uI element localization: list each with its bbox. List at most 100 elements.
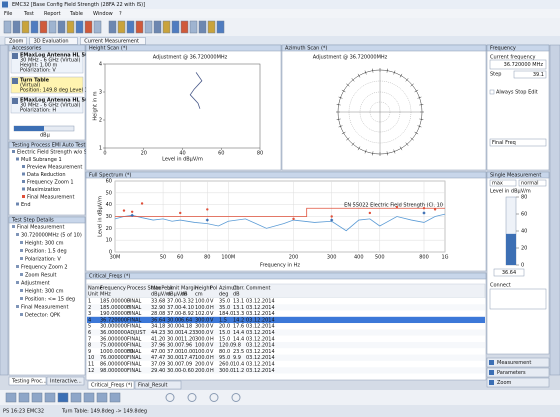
tab-label[interactable]: Zoom bbox=[9, 39, 24, 45]
dropdown-value[interactable]: normal bbox=[521, 181, 539, 187]
checkbox[interactable] bbox=[489, 89, 495, 95]
player-button[interactable] bbox=[70, 392, 82, 403]
tree-item[interactable]: Maximization bbox=[27, 187, 60, 193]
tool-button[interactable] bbox=[216, 20, 225, 34]
tool-button[interactable] bbox=[162, 20, 171, 34]
player-button[interactable] bbox=[96, 392, 108, 403]
tree-item[interactable]: Electric Field Strength w/o Scans t bbox=[17, 150, 102, 156]
tree-item[interactable]: 30.720000MHz (5 of 10) bbox=[21, 233, 82, 239]
menu-item[interactable]: Window bbox=[93, 11, 113, 17]
menu-item[interactable]: Test bbox=[23, 11, 34, 17]
table-row[interactable] bbox=[87, 335, 485, 342]
tree-item[interactable]: Final Measurement bbox=[17, 225, 64, 231]
player-button[interactable] bbox=[5, 392, 17, 403]
tool-button[interactable] bbox=[21, 20, 30, 34]
dropdown-value[interactable]: max bbox=[492, 181, 503, 187]
tab[interactable] bbox=[134, 380, 182, 390]
tree-item[interactable]: Height: 300 cm bbox=[25, 289, 64, 295]
tool-button[interactable] bbox=[153, 20, 162, 34]
tree-item[interactable]: Zoom Result bbox=[25, 273, 56, 279]
nav-button[interactable] bbox=[486, 377, 550, 388]
menu-item[interactable]: Table bbox=[69, 11, 83, 17]
dropdown[interactable] bbox=[489, 179, 517, 187]
tree-item[interactable]: Frequency Zoom 2 bbox=[21, 265, 68, 271]
tool-button[interactable] bbox=[207, 20, 216, 34]
nav-label[interactable]: Parameters bbox=[497, 370, 526, 376]
nav-button[interactable] bbox=[486, 367, 550, 378]
tool-button[interactable] bbox=[93, 20, 102, 34]
menu-item[interactable]: File bbox=[4, 11, 12, 17]
nav-button[interactable] bbox=[486, 357, 550, 368]
tool-button[interactable] bbox=[75, 20, 84, 34]
player-button[interactable] bbox=[57, 392, 69, 403]
tool-button[interactable] bbox=[57, 20, 66, 34]
tree-item[interactable]: End bbox=[21, 202, 31, 208]
tab-label[interactable]: 3D Evaluation bbox=[34, 39, 69, 45]
tool-button[interactable] bbox=[48, 20, 57, 34]
table-row[interactable] bbox=[87, 360, 485, 368]
tree-item[interactable]: Polarization: V bbox=[25, 257, 61, 263]
tab[interactable] bbox=[29, 37, 78, 45]
player-button[interactable] bbox=[109, 392, 121, 403]
tree-item[interactable]: Final Measurement bbox=[21, 305, 68, 311]
tab[interactable] bbox=[46, 376, 85, 386]
tool-button[interactable] bbox=[3, 20, 12, 34]
table-row[interactable] bbox=[87, 342, 485, 349]
tree-item[interactable]: Frequency Zoom 1 bbox=[27, 180, 74, 186]
tab[interactable] bbox=[4, 37, 27, 45]
tab[interactable] bbox=[8, 376, 47, 386]
table-row[interactable] bbox=[87, 304, 485, 311]
tab-label[interactable]: Interactive... bbox=[50, 379, 82, 385]
dropdown[interactable] bbox=[518, 179, 547, 187]
tool-button[interactable] bbox=[39, 20, 48, 34]
tool-button[interactable] bbox=[84, 20, 93, 34]
tool-button[interactable] bbox=[108, 20, 117, 34]
tab-label[interactable]: Final_Result bbox=[138, 383, 168, 389]
player-button[interactable] bbox=[209, 393, 219, 402]
nav-label[interactable]: Zoom bbox=[497, 380, 512, 386]
player-button[interactable] bbox=[31, 392, 43, 403]
tree-item[interactable]: Mull Subrange 1 bbox=[21, 157, 62, 163]
tool-button[interactable] bbox=[30, 20, 39, 34]
table-row[interactable] bbox=[87, 354, 485, 361]
player-button[interactable] bbox=[83, 392, 95, 403]
dropdown-value[interactable]: Final Freq bbox=[492, 140, 516, 146]
dropdown[interactable] bbox=[489, 138, 547, 147]
tab-label[interactable]: Testing Proc... bbox=[11, 379, 47, 385]
player-button[interactable] bbox=[18, 392, 30, 403]
tool-button[interactable] bbox=[135, 20, 144, 34]
tree-item[interactable]: Height: 300 cm bbox=[25, 241, 64, 247]
menu-item[interactable]: Report bbox=[44, 11, 61, 17]
menu-item[interactable]: ? bbox=[119, 11, 122, 17]
tool-button[interactable] bbox=[144, 20, 153, 34]
tool-button[interactable] bbox=[189, 20, 198, 34]
tool-button[interactable] bbox=[180, 20, 189, 34]
tree-item[interactable]: Preview Measurement bbox=[27, 165, 82, 171]
tool-button[interactable] bbox=[171, 20, 180, 34]
tab[interactable] bbox=[80, 37, 146, 45]
tool-button[interactable] bbox=[126, 20, 135, 34]
player-button[interactable] bbox=[165, 393, 175, 402]
player-button[interactable] bbox=[187, 393, 197, 402]
table-row[interactable] bbox=[87, 367, 485, 374]
tool-button[interactable] bbox=[117, 20, 126, 34]
tab-label[interactable]: Current Measurement bbox=[84, 39, 139, 45]
tree-item[interactable]: Data Reduction bbox=[27, 172, 66, 178]
tool-button[interactable] bbox=[12, 20, 21, 34]
field[interactable] bbox=[513, 70, 547, 79]
tool-button[interactable] bbox=[198, 20, 207, 34]
tab[interactable] bbox=[87, 380, 135, 390]
table-row[interactable] bbox=[87, 348, 485, 355]
tree-item[interactable]: Adjustment bbox=[21, 281, 50, 287]
nav-label[interactable]: Measurement bbox=[497, 360, 531, 366]
table-row[interactable] bbox=[87, 310, 485, 317]
tree-item[interactable]: Position: <= 15 deg bbox=[25, 297, 75, 303]
table-row[interactable] bbox=[87, 316, 485, 324]
player-button[interactable] bbox=[44, 392, 56, 403]
tree-item[interactable]: Detector: QPK bbox=[25, 313, 61, 319]
tool-button[interactable] bbox=[66, 20, 75, 34]
table-row[interactable] bbox=[87, 323, 485, 330]
tree-item[interactable]: Position: 1.5 deg bbox=[25, 249, 67, 255]
tree-item[interactable]: Final Measurement bbox=[27, 195, 74, 201]
tab-label[interactable]: Critical_Freqs (*) bbox=[91, 383, 132, 389]
